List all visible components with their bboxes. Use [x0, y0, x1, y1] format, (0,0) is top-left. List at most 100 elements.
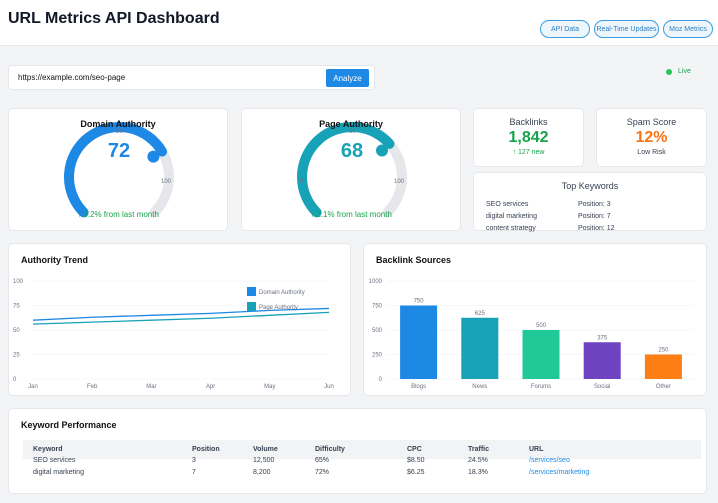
column-header: Difficulty: [315, 446, 345, 453]
metric-label: Backlinks: [509, 117, 548, 127]
keyword-position: Position: 7: [578, 213, 611, 220]
cell-volume: 8,200: [253, 469, 271, 476]
gauge-needle: [147, 150, 160, 163]
live-label: Live: [678, 68, 691, 75]
cell-traffic: 18.3%: [468, 469, 488, 476]
header: URL Metrics API Dashboard API Data Real-…: [0, 0, 718, 46]
x-tick-label: Other: [656, 384, 671, 390]
bar-value-label: 250: [658, 348, 669, 354]
cell-traffic: 24.5%: [468, 457, 488, 464]
bar-blogs: [400, 305, 438, 379]
keyword-row: content strategy Position: 12: [486, 225, 706, 232]
x-tick-label: Feb: [87, 384, 98, 390]
column-header: URL: [529, 446, 544, 453]
spam-risk-label: Low Risk: [637, 149, 666, 156]
authority-trend-card: Authority Trend 0 25 50 75 100 Jan Feb Mar Apr Ma…: [8, 243, 351, 396]
cell-difficulty: 72%: [315, 469, 330, 476]
y-tick-label: 0: [379, 377, 383, 383]
keyword-row: digital marketing Position: 7: [486, 213, 706, 220]
bar-value-label: 625: [475, 311, 486, 317]
metric-label: Spam Score: [626, 117, 677, 127]
page-title: URL Metrics API Dashboard: [8, 10, 220, 27]
keyword-row: SEO services Position: 3: [486, 201, 706, 208]
live-status: Live: [666, 68, 691, 75]
gauge-fill: [64, 122, 168, 218]
gauge-value: 68: [341, 140, 363, 162]
legend-swatch: [247, 302, 256, 311]
keyword-position: Position: 3: [578, 201, 611, 208]
real-time-updates-button[interactable]: Real-Time Updates: [594, 20, 659, 38]
cell-cpc: $6.25: [407, 469, 425, 476]
y-tick-label: 1000: [369, 279, 383, 285]
url-input-bar: https://example.com/seo-page Analyze: [8, 65, 375, 90]
backlink-sources-card: Backlink Sources 0 250 500 750 1000 750 Blogs 6…: [363, 243, 707, 396]
backlinks-value: 1,842: [508, 129, 549, 146]
y-tick-label: 25: [13, 353, 20, 359]
cell-position: 3: [192, 457, 196, 464]
x-tick-label: May: [264, 384, 275, 390]
keyword-name: SEO services: [486, 201, 529, 208]
legend-label: Page Authority: [259, 305, 298, 311]
keyword-performance-title: Keyword Performance: [21, 420, 117, 430]
spam-score-card: Spam Score 12% Low Risk: [596, 108, 707, 167]
cell-difficulty: 65%: [315, 457, 330, 464]
cell-url-link[interactable]: /services/marketing: [529, 469, 590, 476]
gauge-change: ↑ 2.1% from last month: [310, 210, 392, 219]
url-input[interactable]: https://example.com/seo-page: [18, 73, 126, 82]
gauge-min-label: 0: [300, 179, 304, 185]
authority-trend-chart: 0 25 50 75 100 Jan Feb Mar Apr May Jun Domain Autho…: [13, 279, 334, 390]
series-line-domain-authority: [32, 307, 330, 321]
backlink-sources-title: Backlink Sources: [376, 255, 452, 265]
gauge-title: Domain Authority: [80, 119, 156, 129]
x-tick-label: Jan: [28, 384, 38, 390]
y-tick-label: 50: [13, 328, 20, 334]
x-tick-label: Blogs: [411, 384, 426, 390]
gauge-needle: [376, 144, 389, 157]
y-tick-label: 75: [13, 304, 20, 310]
analyze-button[interactable]: Analyze: [326, 69, 369, 87]
gauge-fill: [297, 122, 395, 218]
bar-value-label: 750: [414, 299, 425, 305]
gauge-mid-label: 50: [116, 129, 123, 135]
legend-label: Domain Authority: [259, 290, 305, 296]
top-keywords-card: Top Keywords SEO services Position: 3 di…: [473, 172, 707, 232]
column-header: Keyword: [33, 446, 63, 453]
backlink-sources-chart: 0 250 500 750 1000 750 Blogs 625 News 500 Forums 37…: [369, 279, 694, 390]
cell-url-link[interactable]: /services/seo: [529, 457, 570, 464]
bar-value-label: 500: [536, 323, 547, 329]
keyword-name: content strategy: [486, 225, 536, 232]
gauge-title: Page Authority: [319, 119, 383, 129]
keyword-name: digital marketing: [486, 213, 537, 220]
x-tick-label: Jun: [324, 384, 334, 390]
gauge-min-label: 0: [67, 179, 71, 185]
cell-volume: 12,500: [253, 457, 275, 464]
x-tick-label: Forums: [531, 384, 551, 390]
x-tick-label: Mar: [146, 384, 156, 390]
column-header: CPC: [407, 446, 422, 453]
cell-cpc: $8.50: [407, 457, 425, 464]
backlinks-card: Backlinks 1,842 ↑ 127 new: [473, 108, 584, 167]
api-data-button[interactable]: API Data: [540, 20, 590, 38]
gauge-mid-label: 50: [349, 129, 356, 135]
gauge-max-label: 100: [394, 179, 405, 185]
column-header: Traffic: [468, 446, 490, 453]
bar-other: [644, 354, 682, 379]
series-line-page-authority: [32, 311, 330, 325]
live-dot-icon: [666, 68, 672, 75]
moz-metrics-button[interactable]: Moz Metrics: [663, 20, 713, 38]
legend-swatch: [247, 287, 256, 296]
page-authority-card: 0 50 100 68 Page Authority ↑ 2.1% from l…: [241, 108, 461, 231]
column-header: Position: [192, 446, 220, 453]
y-tick-label: 100: [13, 279, 24, 285]
keyword-performance-card: Keyword Performance Keyword Position Vol…: [8, 408, 707, 494]
table-header: Keyword Position Volume Difficulty CPC T…: [23, 440, 701, 459]
cell-keyword: SEO services: [33, 457, 76, 464]
cell-keyword: digital marketing: [33, 469, 84, 476]
cell-position: 7: [192, 469, 196, 476]
bar-social: [583, 342, 621, 379]
authority-trend-title: Authority Trend: [21, 255, 88, 265]
keyword-position: Position: 12: [578, 225, 615, 232]
column-header: Volume: [253, 446, 278, 453]
bar-news: [461, 317, 499, 379]
x-tick-label: Social: [594, 384, 610, 390]
